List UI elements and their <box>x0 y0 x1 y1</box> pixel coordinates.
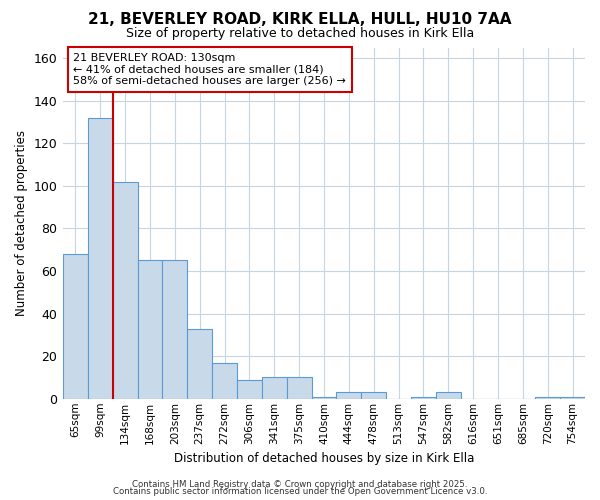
Bar <box>63 254 88 399</box>
Bar <box>88 118 113 399</box>
Bar <box>411 396 436 399</box>
Bar <box>361 392 386 399</box>
Bar <box>113 182 137 399</box>
Bar <box>237 380 262 399</box>
Bar <box>311 396 337 399</box>
Bar <box>535 396 560 399</box>
Bar <box>212 362 237 399</box>
Text: 21, BEVERLEY ROAD, KIRK ELLA, HULL, HU10 7AA: 21, BEVERLEY ROAD, KIRK ELLA, HULL, HU10… <box>88 12 512 28</box>
Bar <box>287 378 311 399</box>
Text: Size of property relative to detached houses in Kirk Ella: Size of property relative to detached ho… <box>126 28 474 40</box>
Text: 21 BEVERLEY ROAD: 130sqm
← 41% of detached houses are smaller (184)
58% of semi-: 21 BEVERLEY ROAD: 130sqm ← 41% of detach… <box>73 53 346 86</box>
Bar <box>187 328 212 399</box>
X-axis label: Distribution of detached houses by size in Kirk Ella: Distribution of detached houses by size … <box>174 452 474 465</box>
Text: Contains public sector information licensed under the Open Government Licence v3: Contains public sector information licen… <box>113 487 487 496</box>
Bar <box>163 260 187 399</box>
Bar <box>262 378 287 399</box>
Bar <box>337 392 361 399</box>
Text: Contains HM Land Registry data © Crown copyright and database right 2025.: Contains HM Land Registry data © Crown c… <box>132 480 468 489</box>
Bar <box>436 392 461 399</box>
Bar <box>137 260 163 399</box>
Bar <box>560 396 585 399</box>
Y-axis label: Number of detached properties: Number of detached properties <box>15 130 28 316</box>
